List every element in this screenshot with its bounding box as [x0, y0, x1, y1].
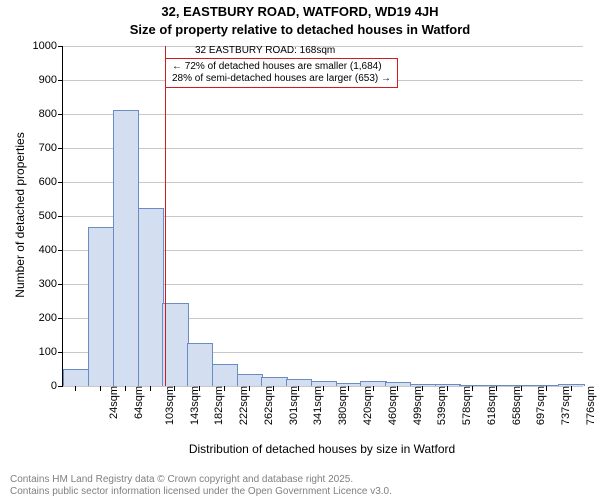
x-tick	[249, 386, 250, 391]
x-tick	[323, 386, 324, 391]
x-tick-label: 460sqm	[385, 386, 399, 425]
y-tick-label: 800	[39, 108, 63, 120]
x-tick	[273, 386, 274, 391]
histogram-bar	[286, 379, 312, 386]
y-axis-label: Number of detached properties	[13, 115, 27, 315]
x-tick-label: 64sqm	[131, 386, 145, 419]
annotation-line2: 28% of semi-detached houses are larger (…	[172, 73, 391, 85]
annotation-line1: ← 72% of detached houses are smaller (1,…	[172, 61, 391, 73]
chart-title-line2: Size of property relative to detached ho…	[0, 22, 600, 37]
histogram-bar	[212, 364, 238, 386]
grid-line	[63, 148, 583, 149]
x-tick-label: 24sqm	[106, 386, 120, 419]
y-tick-label: 700	[39, 142, 63, 154]
grid-line	[63, 182, 583, 183]
x-tick	[75, 386, 76, 391]
y-tick-label: 900	[39, 74, 63, 86]
x-tick-label: 499sqm	[410, 386, 424, 425]
histogram-bar	[187, 343, 213, 387]
x-tick-label: 143sqm	[187, 386, 201, 425]
histogram-bar	[63, 369, 89, 386]
y-tick-label: 600	[39, 176, 63, 188]
y-tick-label: 100	[39, 346, 63, 358]
x-tick	[422, 386, 423, 391]
x-tick	[496, 386, 497, 391]
x-tick	[150, 386, 151, 391]
histogram-bar	[336, 383, 362, 386]
x-tick	[546, 386, 547, 391]
x-tick-label: 301sqm	[286, 386, 300, 425]
x-tick-label: 539sqm	[434, 386, 448, 425]
x-tick-label: 618sqm	[484, 386, 498, 425]
x-tick-label: 697sqm	[533, 386, 547, 425]
x-tick-label: 420sqm	[360, 386, 374, 425]
x-tick	[298, 386, 299, 391]
histogram-bar	[261, 377, 287, 386]
x-tick-label: 776sqm	[583, 386, 597, 425]
x-tick	[571, 386, 572, 391]
x-tick	[100, 386, 101, 391]
histogram-bar	[534, 385, 560, 386]
y-tick-label: 1000	[33, 40, 63, 52]
x-tick-label: 341sqm	[311, 386, 325, 425]
histogram-bar	[138, 208, 164, 386]
footer-line2: Contains public sector information licen…	[10, 486, 600, 498]
annotation-box: ← 72% of detached houses are smaller (1,…	[165, 58, 398, 88]
x-tick-label: 578sqm	[459, 386, 473, 425]
histogram-bar	[88, 227, 114, 386]
footer-line1: Contains HM Land Registry data © Crown c…	[10, 474, 600, 486]
grid-line	[63, 114, 583, 115]
x-tick	[447, 386, 448, 391]
x-axis-label: Distribution of detached houses by size …	[62, 442, 582, 456]
x-tick	[125, 386, 126, 391]
x-tick-label: 737sqm	[558, 386, 572, 425]
x-tick	[397, 386, 398, 391]
y-tick-label: 500	[39, 210, 63, 222]
x-tick	[373, 386, 374, 391]
histogram-bar	[237, 374, 263, 386]
histogram-bar	[113, 110, 139, 386]
footer-attribution: Contains HM Land Registry data © Crown c…	[0, 474, 600, 498]
x-tick	[472, 386, 473, 391]
chart-title-line1: 32, EASTBURY ROAD, WATFORD, WD19 4JH	[0, 4, 600, 19]
histogram-bar	[435, 384, 461, 386]
x-tick	[224, 386, 225, 391]
chart-container: 32, EASTBURY ROAD, WATFORD, WD19 4JH Siz…	[0, 0, 600, 500]
plot-area: 0100200300400500600700800900100024sqm64s…	[62, 46, 583, 387]
histogram-bar	[459, 385, 485, 386]
histogram-bar	[558, 384, 584, 386]
x-tick-label: 658sqm	[509, 386, 523, 425]
y-tick-label: 0	[51, 380, 63, 392]
marker-label: 32 EASTBURY ROAD: 168sqm	[195, 45, 335, 56]
y-tick-label: 300	[39, 278, 63, 290]
x-tick-label: 262sqm	[261, 386, 275, 425]
x-tick-label: 380sqm	[335, 386, 349, 425]
y-tick-label: 400	[39, 244, 63, 256]
x-tick	[348, 386, 349, 391]
x-tick-label: 222sqm	[236, 386, 250, 425]
y-tick-label: 200	[39, 312, 63, 324]
x-tick	[521, 386, 522, 391]
property-marker-line	[165, 46, 166, 386]
x-tick	[199, 386, 200, 391]
x-tick-label: 103sqm	[162, 386, 176, 425]
x-tick-label: 182sqm	[212, 386, 226, 425]
x-tick	[174, 386, 175, 391]
